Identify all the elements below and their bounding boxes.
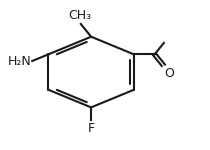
Text: F: F <box>88 122 95 135</box>
Text: O: O <box>164 68 174 80</box>
Text: H₂N: H₂N <box>7 54 31 68</box>
Text: CH₃: CH₃ <box>68 9 91 22</box>
